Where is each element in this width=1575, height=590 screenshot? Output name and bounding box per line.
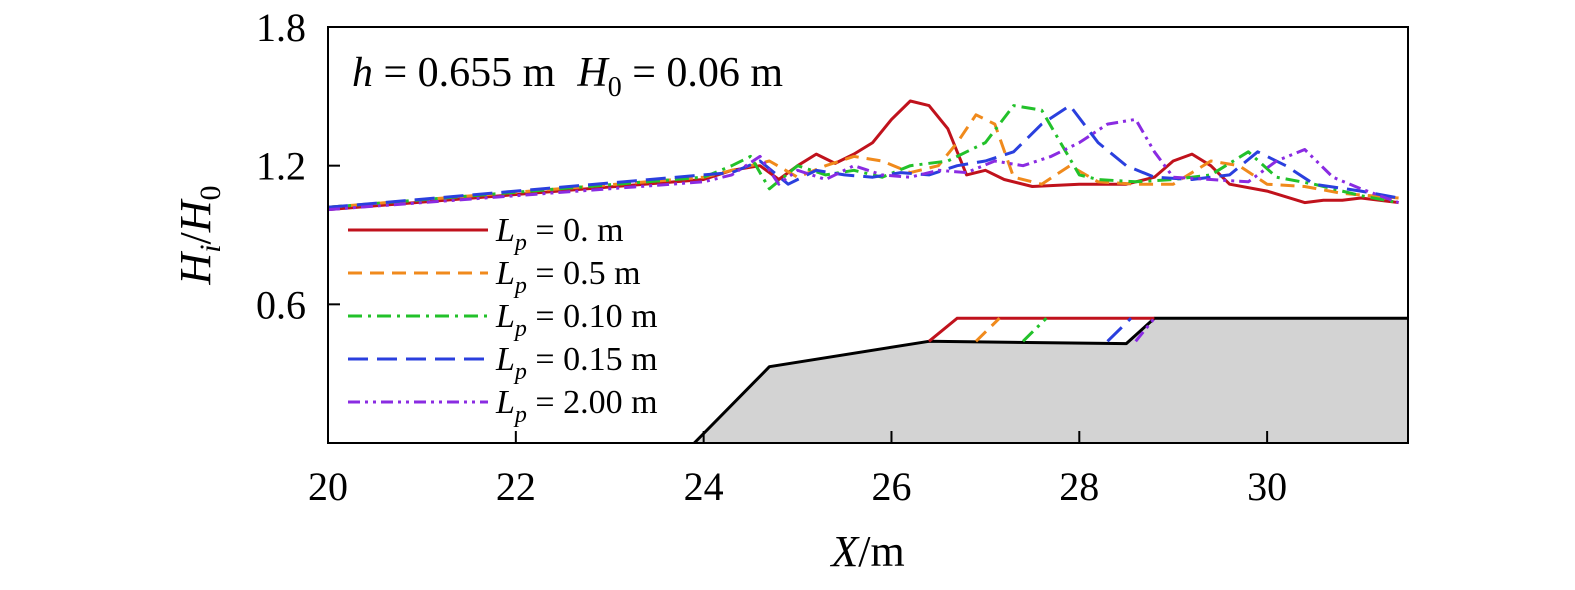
series-line-1 xyxy=(327,113,1399,209)
legend-label-4: Lp = 2.00 m xyxy=(495,384,658,428)
legend: Lp = 0. mLp = 0.5 mLp = 0.10 mLp = 0.15 … xyxy=(348,212,658,428)
legend-var: L xyxy=(495,298,515,335)
y-axis-var2: H xyxy=(171,198,220,233)
x-axis-ticks: 20 22 24 26 28 30 xyxy=(308,431,1287,509)
y-axis-title: Hi/H0 xyxy=(171,185,227,285)
platform-marker-1 xyxy=(974,317,1001,343)
y-axis-ticks: 0.6 1.2 1.8 xyxy=(256,5,340,327)
y-axis-sub1: i xyxy=(194,244,227,252)
legend-sub: p xyxy=(513,230,527,256)
series-layer xyxy=(327,99,1400,212)
legend-value: = 0.15 m xyxy=(527,341,658,378)
legend-value: = 0. m xyxy=(527,212,624,249)
x-tick-label: 26 xyxy=(871,464,911,509)
x-tick-label: 22 xyxy=(496,464,536,509)
x-axis-unit: /m xyxy=(858,527,904,576)
legend-label-3: Lp = 0.15 m xyxy=(495,341,658,385)
legend-label-1: Lp = 0.5 m xyxy=(495,255,641,299)
series-line-4 xyxy=(327,117,1400,212)
x-tick-label: 20 xyxy=(308,464,348,509)
legend-var: L xyxy=(495,212,515,249)
legend-value: = 0.10 m xyxy=(527,298,658,335)
structure-outline xyxy=(693,316,1408,445)
y-axis-sub2: 0 xyxy=(194,185,227,200)
legend-sub: p xyxy=(513,273,527,299)
legend-value: = 0.5 m xyxy=(527,255,641,292)
legend-value: = 2.00 m xyxy=(527,384,658,421)
x-axis-title: X/m xyxy=(829,527,904,576)
series-line-3 xyxy=(327,104,1399,209)
annotation-h-var: h xyxy=(352,50,373,96)
series-line-2 xyxy=(327,104,1399,209)
platform-marker-0 xyxy=(928,316,1155,343)
y-tick-label: 1.8 xyxy=(256,5,306,50)
legend-sub: p xyxy=(513,316,527,342)
legend-label-2: Lp = 0.10 m xyxy=(495,298,658,342)
x-tick-label: 28 xyxy=(1059,464,1099,509)
legend-var: L xyxy=(495,341,515,378)
platform-markers xyxy=(928,316,1156,343)
platform-marker-3 xyxy=(1106,317,1133,343)
plot-frame xyxy=(327,26,1409,444)
x-tick-label: 30 xyxy=(1247,464,1287,509)
structure-layer xyxy=(693,316,1408,445)
legend-sub: p xyxy=(513,402,527,428)
y-tick-label: 0.6 xyxy=(256,282,306,327)
condition-annotation: h = 0.655 m H0 = 0.06 m xyxy=(352,50,783,103)
y-axis-slash: / xyxy=(171,231,220,244)
annotation-H-var: H xyxy=(576,50,610,96)
legend-var: L xyxy=(495,384,515,421)
x-axis-var: X xyxy=(829,527,860,576)
platform-marker-4 xyxy=(1134,317,1156,343)
y-tick-label: 1.2 xyxy=(256,144,306,189)
y-axis-var1: H xyxy=(171,251,220,286)
annotation-h-value: = 0.655 m xyxy=(373,50,556,96)
annotation-H-sub: 0 xyxy=(608,72,622,103)
legend-sub: p xyxy=(513,359,527,385)
annotation-H-value: = 0.06 m xyxy=(622,50,784,96)
legend-var: L xyxy=(495,255,515,292)
legend-label-0: Lp = 0. m xyxy=(495,212,624,256)
platform-marker-2 xyxy=(1021,317,1048,343)
x-tick-label: 24 xyxy=(684,464,724,509)
structure-fill xyxy=(694,318,1408,443)
